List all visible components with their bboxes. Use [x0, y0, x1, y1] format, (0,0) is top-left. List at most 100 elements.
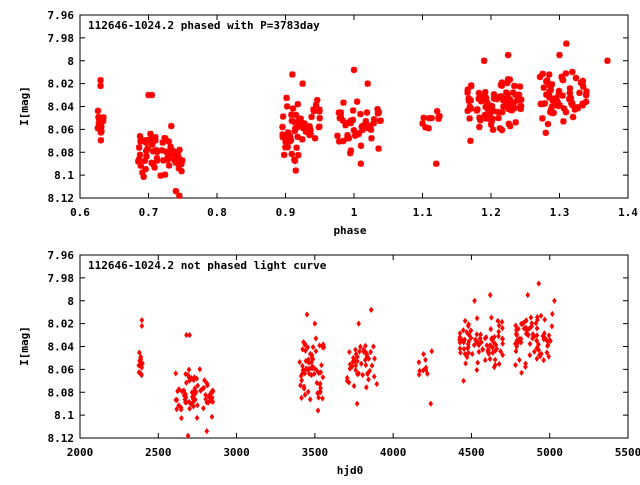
- data-point: [336, 138, 342, 144]
- unphased-plot-ylabel: I[mag]: [18, 326, 31, 366]
- data-point: [188, 332, 192, 337]
- data-point: [500, 97, 506, 103]
- data-point: [303, 392, 307, 397]
- data-point: [422, 124, 428, 130]
- data-point: [579, 101, 585, 107]
- y-tick-label: 8.08: [48, 386, 75, 399]
- data-point: [294, 134, 300, 140]
- data-point: [545, 93, 551, 99]
- data-point: [188, 406, 192, 411]
- data-point: [513, 119, 519, 125]
- data-point: [500, 326, 504, 331]
- data-point: [559, 92, 565, 98]
- data-point: [505, 52, 511, 58]
- data-point: [422, 352, 426, 357]
- data-point: [136, 144, 142, 150]
- data-point: [517, 83, 523, 89]
- data-point: [361, 372, 365, 377]
- data-point: [137, 138, 143, 144]
- data-point: [352, 132, 358, 138]
- data-point: [137, 152, 143, 158]
- data-point: [195, 415, 199, 420]
- data-point: [476, 360, 480, 365]
- data-point: [507, 105, 513, 111]
- data-point: [435, 114, 441, 120]
- data-point: [201, 406, 205, 411]
- data-point: [358, 143, 364, 149]
- data-point: [377, 118, 383, 124]
- x-tick-label: 3000: [223, 446, 250, 459]
- y-tick-label: 7.96: [48, 249, 75, 262]
- data-point: [470, 351, 474, 356]
- data-point: [179, 157, 185, 163]
- data-point: [151, 164, 157, 170]
- data-point: [314, 97, 320, 103]
- data-point: [518, 106, 524, 112]
- data-point: [150, 138, 156, 144]
- data-point: [283, 95, 289, 101]
- data-point: [475, 332, 479, 337]
- x-tick-label: 4500: [458, 446, 485, 459]
- data-point: [466, 115, 472, 121]
- phased-plot-ylabel: I[mag]: [18, 86, 31, 126]
- data-point: [569, 69, 575, 75]
- data-point: [495, 115, 501, 121]
- data-point: [543, 317, 547, 322]
- data-point: [535, 326, 539, 331]
- data-point: [462, 346, 466, 351]
- data-point: [477, 117, 483, 123]
- data-point: [358, 344, 362, 349]
- x-tick-label: 1.3: [550, 206, 570, 219]
- data-point: [506, 121, 512, 127]
- data-point: [546, 71, 552, 77]
- x-tick-label: 1.1: [413, 206, 433, 219]
- data-point: [547, 109, 553, 115]
- data-point: [311, 345, 315, 350]
- x-tick-label: 0.6: [70, 206, 90, 219]
- data-point: [98, 115, 104, 121]
- data-point: [488, 356, 492, 361]
- data-point: [488, 292, 492, 297]
- data-point: [473, 298, 477, 303]
- data-point: [168, 123, 174, 129]
- data-point: [468, 105, 474, 111]
- data-point: [298, 360, 302, 365]
- data-point: [139, 169, 145, 175]
- unphased-plot-points: [137, 281, 557, 438]
- data-point: [334, 133, 340, 139]
- data-point: [210, 414, 214, 419]
- data-point: [477, 349, 481, 354]
- data-point: [310, 106, 316, 112]
- data-point: [429, 401, 433, 406]
- data-point: [97, 83, 103, 89]
- data-point: [351, 67, 357, 73]
- y-tick-label: 7.98: [48, 32, 75, 45]
- x-tick-label: 0.8: [207, 206, 227, 219]
- y-tick-label: 7.96: [48, 9, 75, 22]
- data-point: [466, 98, 472, 104]
- x-tick-label: 2500: [145, 446, 172, 459]
- data-point: [154, 155, 160, 161]
- data-point: [490, 127, 496, 133]
- phased-plot-title: 112646-1024.2 phased with P=3783day: [88, 19, 320, 32]
- data-point: [143, 137, 149, 143]
- data-point: [305, 312, 309, 317]
- data-point: [567, 85, 573, 91]
- data-point: [523, 364, 527, 369]
- data-point: [198, 367, 202, 372]
- data-point: [144, 145, 150, 151]
- y-tick-label: 8: [67, 55, 74, 68]
- data-point: [316, 123, 322, 129]
- x-tick-label: 4000: [380, 446, 407, 459]
- data-point: [569, 100, 575, 106]
- data-point: [543, 130, 549, 136]
- data-point: [481, 58, 487, 64]
- data-point: [483, 358, 487, 363]
- data-point: [174, 371, 178, 376]
- data-point: [462, 378, 466, 383]
- data-point: [528, 353, 532, 358]
- data-point: [560, 77, 566, 83]
- data-point: [205, 429, 209, 434]
- data-point: [367, 377, 371, 382]
